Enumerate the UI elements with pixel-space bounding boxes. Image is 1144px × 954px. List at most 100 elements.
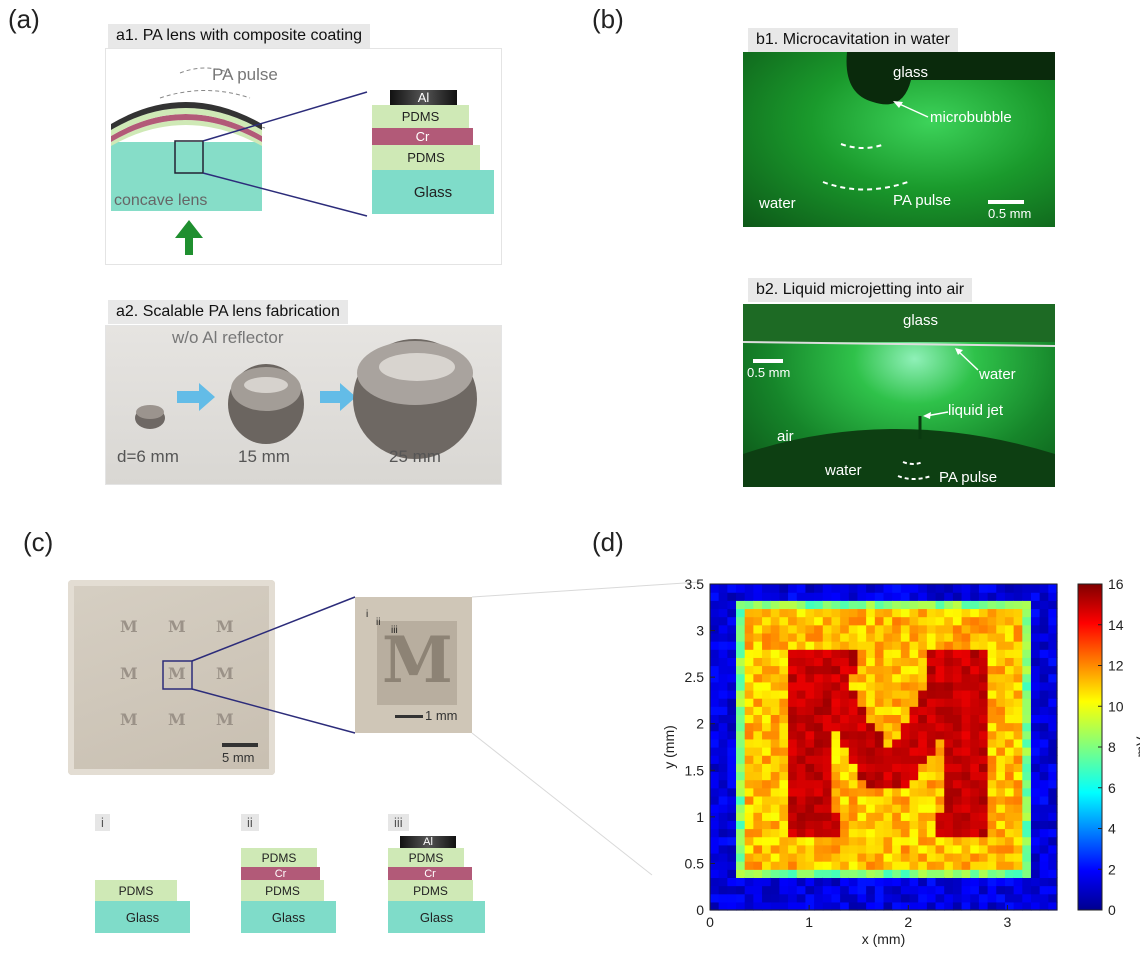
heatmap-cell: [840, 795, 850, 805]
heatmap-cell: [814, 730, 824, 740]
heatmap-cell: [718, 869, 728, 878]
heatmap-cell: [822, 681, 833, 691]
heatmap-cell: [900, 673, 911, 683]
heatmap-cell: [874, 722, 885, 732]
heatmap-cell: [822, 632, 833, 642]
y-tick-label: 1: [696, 809, 704, 825]
heatmap-cell: [736, 738, 746, 748]
heatmap-cell: [796, 689, 807, 699]
heatmap-cell: [736, 608, 746, 618]
heatmap-cell: [736, 861, 746, 870]
heatmap-cell: [710, 787, 720, 797]
heatmap-cell: [1030, 885, 1041, 895]
heatmap-cell: [1030, 722, 1041, 732]
heatmap-cell: [796, 804, 807, 813]
heatmap-cell: [718, 714, 728, 724]
heatmap-cell: [805, 624, 815, 634]
heatmap-cell: [744, 730, 754, 740]
heatmap-cell: [1004, 722, 1015, 732]
heatmap-cell: [918, 885, 928, 895]
heatmap-cell: [970, 665, 980, 675]
heatmap-cell: [926, 649, 937, 658]
a2-size-25: 25 mm: [389, 447, 441, 466]
heatmap-cell: [926, 885, 937, 895]
heatmap-cell: [892, 787, 902, 797]
heatmap-cell: [874, 787, 885, 797]
heatmap-cell: [770, 779, 780, 789]
c-ii-glass: Glass: [241, 901, 336, 933]
heatmap-cell: [1004, 755, 1015, 764]
heatmap-cell: [970, 600, 980, 610]
b1-microbubble-label: microbubble: [930, 109, 1012, 126]
heatmap-cell: [952, 706, 963, 715]
heatmap-cell: [727, 665, 737, 675]
heatmap-cell: [961, 755, 971, 764]
heatmap-cell: [736, 763, 746, 773]
heatmap-cell: [840, 861, 850, 870]
heatmap-cell: [926, 632, 937, 642]
heatmap-cell: [770, 771, 780, 781]
heatmap-cell: [857, 584, 867, 593]
heatmap-cell: [996, 885, 1006, 895]
heatmap-cell: [744, 592, 754, 601]
y-tick-label: 0: [696, 902, 704, 918]
heatmap-cell: [710, 592, 720, 601]
heatmap-cell: [926, 600, 937, 610]
heatmap-cell: [857, 714, 867, 724]
heatmap-cell: [727, 901, 737, 911]
heatmap-cell: [935, 600, 945, 610]
heatmap-cell: [918, 616, 928, 626]
heatmap-cell: [727, 869, 737, 878]
heatmap-cell: [753, 738, 763, 748]
heatmap-cell: [900, 747, 911, 756]
heatmap-cell: [1039, 836, 1049, 846]
heatmap-cell: [996, 730, 1006, 740]
heatmap-cell: [710, 722, 720, 732]
heatmap-cell: [1022, 804, 1032, 813]
heatmap-cell: [987, 779, 997, 789]
heatmap-cell: [770, 608, 780, 618]
heatmap-cell: [753, 665, 763, 675]
heatmap-cell: [779, 592, 789, 601]
heatmap-cell: [840, 885, 850, 895]
heatmap-cell: [796, 779, 807, 789]
colorbar-tick-label: 0: [1108, 902, 1116, 918]
heatmap-cell: [727, 722, 737, 732]
heatmap-cell: [718, 698, 728, 707]
heatmap-cell: [779, 624, 789, 634]
b1-glass-label: glass: [893, 64, 929, 81]
heatmap-cell: [753, 869, 763, 878]
heatmap-cell: [883, 730, 893, 740]
heatmap-cell: [762, 584, 772, 593]
heatmap-cell: [935, 885, 945, 895]
a1-stack-glass: Glass: [372, 170, 494, 214]
heatmap-cell: [970, 804, 980, 813]
heatmap-cell: [909, 755, 919, 764]
heatmap-cell: [831, 885, 841, 895]
heatmap-cell: [857, 673, 867, 683]
y-tick-label: 2.5: [685, 669, 705, 685]
heatmap-cell: [918, 877, 928, 887]
heatmap-cell: [935, 673, 945, 683]
heatmap-cell: [961, 804, 971, 813]
heatmap-cell: [857, 869, 867, 878]
heatmap-cell: [779, 673, 789, 683]
heatmap-cell: [762, 706, 772, 715]
heatmap-cell: [1030, 665, 1041, 675]
heatmap-cell: [926, 836, 937, 846]
heatmap-cell: [710, 714, 720, 724]
heatmap-cell: [770, 804, 780, 813]
heatmap-cell: [892, 738, 902, 748]
heatmap-cell: [848, 730, 859, 740]
heatmap-cell: [1004, 706, 1015, 715]
heatmap-cell: [753, 820, 763, 830]
heatmap-cell: [1013, 738, 1023, 748]
c-m-glyph-7: M: [120, 710, 138, 729]
heatmap-cell: [909, 714, 919, 724]
heatmap-cell: [822, 600, 833, 610]
heatmap-cell: [736, 657, 746, 667]
heatmap-cell: [762, 885, 772, 895]
heatmap-frame: [709, 583, 1058, 911]
heatmap-cell: [952, 795, 963, 805]
heatmap-cell: [935, 787, 945, 797]
